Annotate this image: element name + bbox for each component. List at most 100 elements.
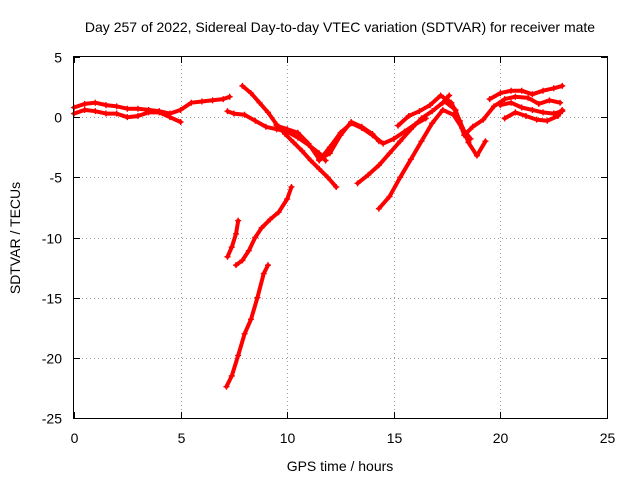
data-point	[375, 205, 382, 212]
series-track	[355, 93, 452, 186]
series-arc-12	[497, 99, 566, 117]
data-point	[288, 183, 295, 190]
data-point	[282, 131, 289, 138]
data-point	[407, 126, 414, 133]
data-point	[235, 217, 242, 224]
data-point	[525, 94, 532, 101]
data-point	[557, 99, 564, 106]
data-point	[305, 140, 312, 147]
y-tick-label: 5	[54, 50, 62, 66]
data-point	[256, 99, 263, 106]
series-track	[225, 109, 328, 163]
data-point	[299, 147, 306, 154]
series-track	[443, 94, 563, 138]
data-point	[429, 108, 436, 115]
data-point	[198, 98, 205, 105]
data-point	[326, 150, 333, 157]
x-tick-label: 20	[493, 430, 509, 446]
data-point	[452, 106, 459, 113]
series-arc-4	[239, 82, 340, 190]
data-point	[92, 99, 99, 106]
data-point	[102, 110, 109, 117]
data-point	[544, 117, 551, 124]
data-point	[397, 174, 404, 181]
data-point	[265, 109, 272, 116]
data-point	[418, 138, 425, 145]
data-point	[307, 157, 314, 164]
data-point	[241, 330, 248, 337]
data-point	[209, 97, 216, 104]
data-point	[177, 118, 184, 125]
data-point	[348, 120, 355, 127]
data-point	[124, 105, 131, 112]
data-point	[559, 82, 566, 89]
data-point	[465, 139, 472, 146]
data-point	[540, 87, 547, 94]
data-point	[491, 103, 498, 110]
data-point	[446, 92, 453, 99]
data-point	[156, 109, 163, 116]
data-point	[220, 96, 227, 103]
data-point	[145, 109, 152, 116]
data-point	[241, 111, 248, 118]
x-tick-label: 10	[280, 430, 296, 446]
data-point	[482, 138, 489, 145]
data-point	[535, 100, 542, 107]
data-point	[480, 116, 487, 123]
data-point	[290, 139, 297, 146]
series-track	[317, 116, 428, 163]
data-point	[224, 108, 231, 115]
axis-ticks: 0 5 10 15 20 25 -25 -20 -15 -10 -5 0 5	[42, 50, 616, 447]
data-point	[267, 216, 274, 223]
data-point	[418, 115, 425, 122]
data-point	[124, 114, 131, 121]
data-point	[113, 103, 120, 110]
series-arc-14	[223, 262, 272, 390]
data-point	[461, 132, 468, 139]
data-point	[284, 126, 291, 133]
data-point	[497, 102, 504, 109]
data-point	[486, 96, 493, 103]
data-point	[473, 152, 480, 159]
data-point	[284, 195, 291, 202]
data-point	[512, 93, 519, 100]
data-point	[508, 87, 515, 94]
series-arc-11	[486, 82, 566, 103]
data-point	[235, 352, 242, 359]
series-arc-15	[233, 183, 295, 269]
y-tick-label: -25	[42, 411, 62, 427]
data-point	[439, 106, 446, 113]
data-point	[386, 193, 393, 200]
x-tick-label: 0	[71, 430, 79, 446]
data-point	[228, 244, 235, 251]
grid	[74, 57, 607, 418]
data-point	[260, 270, 267, 277]
y-axis-title: SDTVAR / TECUs	[7, 182, 23, 294]
data-point	[239, 82, 246, 89]
data-point	[416, 108, 423, 115]
series-track	[240, 83, 339, 189]
data-point	[92, 108, 99, 115]
data-point	[441, 98, 448, 105]
data-point	[469, 123, 476, 130]
data-point	[224, 253, 231, 260]
data-point	[294, 129, 301, 136]
data-point	[397, 138, 404, 145]
data-point	[81, 106, 88, 113]
data-point	[337, 129, 344, 136]
series-track	[498, 100, 565, 116]
data-point	[550, 85, 557, 92]
data-point	[390, 135, 397, 142]
data-point	[407, 156, 414, 163]
data-point	[429, 120, 436, 127]
data-point	[254, 294, 261, 301]
data-point	[518, 87, 525, 94]
x-tick-label: 15	[387, 430, 403, 446]
data-point	[247, 90, 254, 97]
data-point	[529, 91, 536, 98]
y-tick-label: -10	[42, 231, 62, 247]
data-point	[113, 110, 120, 117]
series-track	[234, 185, 294, 268]
